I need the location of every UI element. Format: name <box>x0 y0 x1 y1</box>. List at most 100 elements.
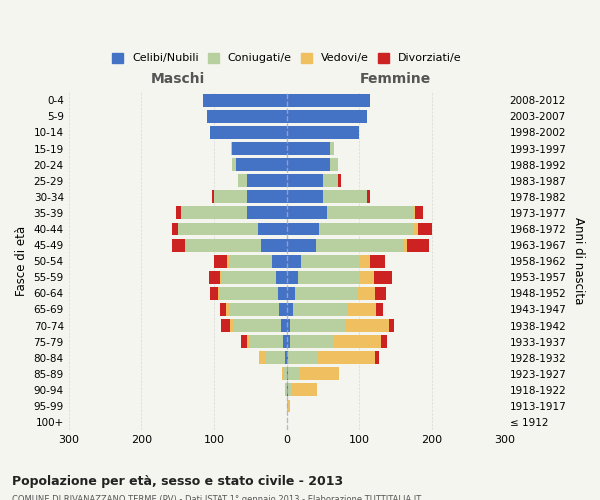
Bar <box>345 319 389 332</box>
Bar <box>370 254 385 268</box>
Y-axis label: Anni di nascita: Anni di nascita <box>572 218 585 305</box>
Bar <box>287 190 323 203</box>
Bar <box>376 352 379 364</box>
Bar <box>220 287 278 300</box>
Legend: Celibi/Nubili, Coniugati/e, Vedovi/e, Divorziati/e: Celibi/Nubili, Coniugati/e, Vedovi/e, Di… <box>107 47 467 69</box>
Bar <box>281 319 287 332</box>
Bar <box>230 319 233 332</box>
Bar <box>211 126 287 139</box>
Bar <box>323 174 338 187</box>
Bar <box>287 174 323 187</box>
Bar <box>250 335 283 348</box>
Bar <box>287 222 319 235</box>
Bar <box>229 303 280 316</box>
Bar <box>257 222 287 235</box>
Bar <box>178 222 257 235</box>
Bar <box>207 110 287 123</box>
Bar <box>359 271 374 283</box>
Bar <box>287 254 301 268</box>
Bar <box>407 238 428 252</box>
Bar <box>323 190 367 203</box>
Bar <box>414 206 415 220</box>
Bar <box>287 368 288 380</box>
Bar <box>233 319 281 332</box>
Bar <box>334 335 381 348</box>
Bar <box>287 206 327 220</box>
Bar <box>367 190 370 203</box>
Bar <box>287 352 288 364</box>
Bar <box>403 238 407 252</box>
Bar <box>288 352 317 364</box>
Bar <box>236 158 287 171</box>
Bar <box>185 238 262 252</box>
Bar <box>214 190 247 203</box>
Bar <box>376 303 383 316</box>
Bar <box>288 384 292 396</box>
Text: Femmine: Femmine <box>360 72 431 86</box>
Bar <box>259 352 265 364</box>
Bar <box>319 222 414 235</box>
Bar <box>357 287 376 300</box>
Bar <box>276 271 287 283</box>
Bar <box>290 319 345 332</box>
Bar <box>221 319 230 332</box>
Bar <box>241 335 247 348</box>
Bar <box>226 303 229 316</box>
Bar <box>292 384 317 396</box>
Bar <box>287 287 295 300</box>
Bar <box>272 254 287 268</box>
Bar <box>389 319 394 332</box>
Bar <box>338 174 341 187</box>
Bar <box>287 400 288 412</box>
Bar <box>181 206 247 220</box>
Bar <box>347 303 376 316</box>
Bar <box>172 222 178 235</box>
Bar <box>283 368 287 380</box>
Bar <box>281 368 283 380</box>
Bar <box>209 271 220 283</box>
Bar <box>212 190 214 203</box>
Bar <box>316 238 403 252</box>
Bar <box>327 206 414 220</box>
Bar <box>247 174 287 187</box>
Bar <box>214 254 227 268</box>
Bar <box>331 158 338 171</box>
Text: COMUNE DI RIVANAZZANO TERME (PV) - Dati ISTAT 1° gennaio 2013 - Elaborazione TUT: COMUNE DI RIVANAZZANO TERME (PV) - Dati … <box>12 495 421 500</box>
Bar <box>287 335 290 348</box>
Bar <box>285 352 287 364</box>
Bar <box>298 271 359 283</box>
Bar <box>301 254 359 268</box>
Bar <box>238 174 247 187</box>
Bar <box>376 287 386 300</box>
Bar <box>331 142 334 155</box>
Bar <box>247 206 287 220</box>
Bar <box>359 254 370 268</box>
Bar <box>287 303 293 316</box>
Bar <box>229 254 272 268</box>
Bar <box>415 206 422 220</box>
Bar <box>220 271 221 283</box>
Bar <box>280 303 287 316</box>
Bar <box>293 303 347 316</box>
Bar <box>221 271 276 283</box>
Bar <box>418 222 432 235</box>
Bar <box>262 238 287 252</box>
Text: Popolazione per età, sesso e stato civile - 2013: Popolazione per età, sesso e stato civil… <box>12 475 343 488</box>
Bar <box>283 335 287 348</box>
Bar <box>232 158 236 171</box>
Bar <box>176 206 181 220</box>
Bar <box>295 287 357 300</box>
Bar <box>278 287 287 300</box>
Bar <box>227 254 229 268</box>
Bar <box>211 287 218 300</box>
Bar <box>287 384 288 396</box>
Bar <box>317 352 376 364</box>
Bar <box>287 158 331 171</box>
Y-axis label: Fasce di età: Fasce di età <box>15 226 28 296</box>
Bar <box>288 368 299 380</box>
Bar <box>287 238 316 252</box>
Text: Maschi: Maschi <box>151 72 205 86</box>
Bar <box>247 335 250 348</box>
Bar <box>232 142 287 155</box>
Bar <box>287 271 298 283</box>
